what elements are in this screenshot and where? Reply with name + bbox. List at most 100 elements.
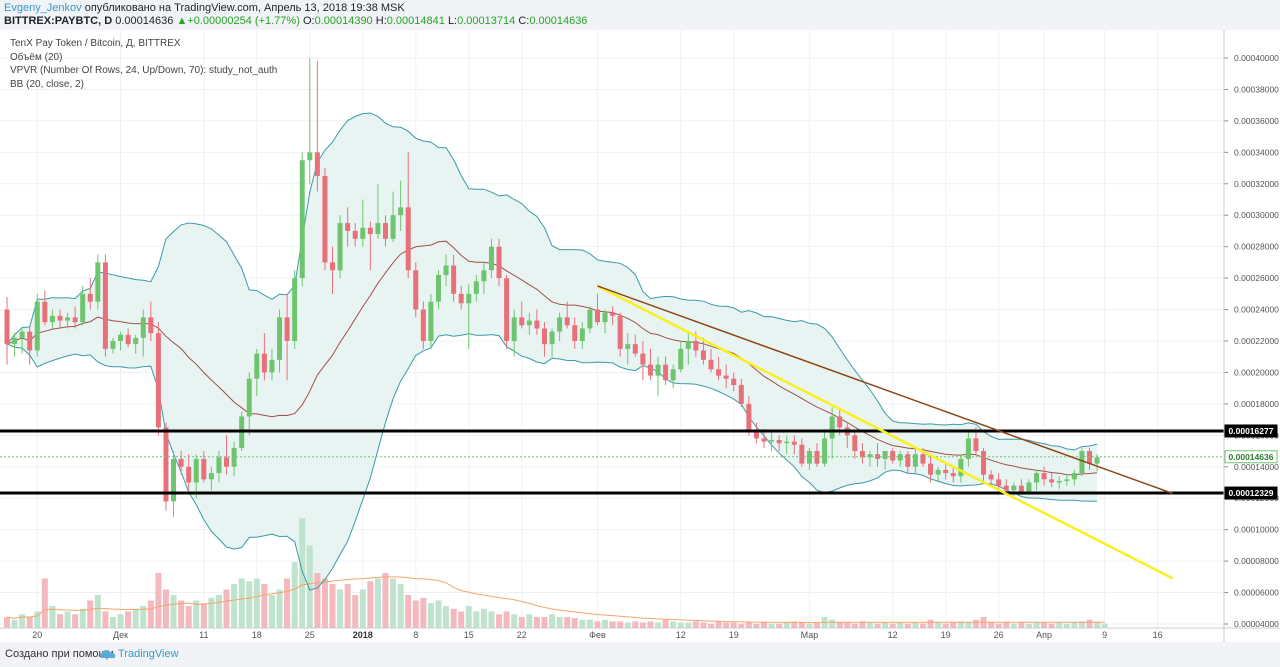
candle-body — [519, 317, 525, 326]
volume-bar — [571, 618, 578, 628]
y-tick-label: 0.00036000 — [1234, 116, 1279, 126]
candle — [261, 333, 267, 381]
candle — [738, 378, 744, 408]
volume-bar — [72, 614, 79, 628]
candle — [935, 466, 941, 483]
volume-bar — [1056, 622, 1063, 628]
candle-body — [178, 458, 184, 467]
high-value: 0.00014841 — [386, 15, 445, 27]
candle-body — [731, 378, 737, 386]
volume-bar — [193, 600, 200, 628]
candle — [670, 364, 676, 389]
trendline-yellow[interactable] — [596, 284, 1174, 580]
candle — [330, 246, 336, 294]
x-tick-label: 25 — [305, 630, 315, 640]
candle — [905, 451, 911, 474]
candle — [716, 356, 722, 381]
trendline-brown[interactable] — [597, 285, 1174, 495]
volume-bar — [889, 623, 896, 628]
volume-bar — [102, 611, 109, 628]
candle-body — [375, 223, 381, 235]
candle — [345, 207, 351, 247]
x-tick-label: 19 — [941, 630, 951, 640]
candle — [897, 451, 903, 467]
candle — [102, 254, 108, 357]
x-tick-label: 19 — [729, 630, 739, 640]
volume-bar — [276, 589, 283, 628]
candle — [201, 451, 207, 483]
candle-body — [299, 160, 305, 279]
candle-body — [859, 451, 865, 458]
candle — [859, 443, 865, 464]
bollinger-upper-line — [6, 112, 1098, 451]
volume-bar — [405, 595, 412, 628]
candle-body — [405, 207, 411, 271]
volume-bar — [488, 611, 495, 628]
candle-body — [261, 353, 267, 373]
candle-body — [383, 223, 388, 239]
volume-bar — [950, 622, 957, 628]
tradingview-link[interactable]: TradingView — [118, 648, 179, 660]
candle-body — [829, 416, 835, 439]
volume-bar — [329, 584, 336, 628]
y-tick-label: 0.00006000 — [1234, 588, 1279, 598]
volume-bar — [140, 606, 147, 628]
volume-bar — [708, 623, 715, 628]
trendlines — [596, 284, 1174, 580]
candle-body — [420, 309, 426, 341]
candle-body — [125, 334, 131, 345]
candle-body — [996, 479, 1002, 486]
price-label-box — [1224, 424, 1278, 438]
candle — [254, 348, 260, 397]
volume-bar — [480, 608, 487, 628]
candle — [678, 341, 684, 373]
candle — [12, 333, 18, 357]
candle-body — [1041, 473, 1047, 480]
candle — [148, 301, 154, 341]
legend-vpvr[interactable]: VPVR (Number Of Rows, 24, Up/Down, 70): … — [10, 65, 278, 76]
x-tick-label: Мар — [801, 630, 819, 640]
candle — [110, 337, 116, 354]
price-chart[interactable]: 0.00004000 0.00006000 0.00008000 0.00010000… — [0, 30, 1280, 642]
legend-title: TenX Pay Token / Bitcoin, Д, BITTREX — [10, 38, 181, 49]
x-tick-label: 16 — [1153, 630, 1163, 640]
candle — [587, 306, 593, 334]
candle-body — [102, 262, 108, 349]
volume-bar — [972, 619, 979, 628]
y-tick-label: 0.00030000 — [1234, 210, 1279, 220]
x-tick-label: 26 — [994, 630, 1004, 640]
candle-body — [1094, 457, 1100, 464]
volume-bar — [147, 600, 154, 628]
candle-body — [541, 328, 547, 345]
candle — [655, 356, 661, 397]
candle — [965, 432, 971, 467]
candle-body — [973, 438, 979, 452]
candle — [610, 306, 616, 326]
chart-area[interactable]: 0.00004000 0.00006000 0.00008000 0.00010000… — [0, 30, 1280, 642]
candle-body — [496, 246, 502, 279]
candle — [352, 223, 358, 247]
candle — [981, 447, 987, 483]
candle — [171, 451, 177, 518]
candle — [882, 451, 888, 470]
candle — [383, 215, 388, 247]
candle-body — [753, 432, 759, 439]
candle — [912, 447, 918, 475]
candle — [451, 254, 457, 302]
levels — [0, 429, 1224, 495]
volume-bar — [602, 619, 609, 628]
candle — [19, 328, 25, 354]
legend-volume[interactable]: Объём (20) — [10, 51, 63, 63]
y-tick-label: 0.00022000 — [1234, 336, 1279, 346]
candle-body — [905, 454, 911, 467]
candle-body — [4, 309, 10, 345]
candle — [65, 312, 71, 329]
author-link[interactable]: Evgeny_Jenkov — [4, 2, 82, 14]
volume-bar — [995, 623, 1002, 628]
candle — [640, 341, 646, 381]
candle — [822, 432, 828, 467]
volume-bar — [776, 623, 783, 628]
candle — [87, 278, 93, 310]
legend-bb[interactable]: BB (20, close, 2) — [10, 78, 84, 90]
volume-bar — [639, 622, 646, 628]
